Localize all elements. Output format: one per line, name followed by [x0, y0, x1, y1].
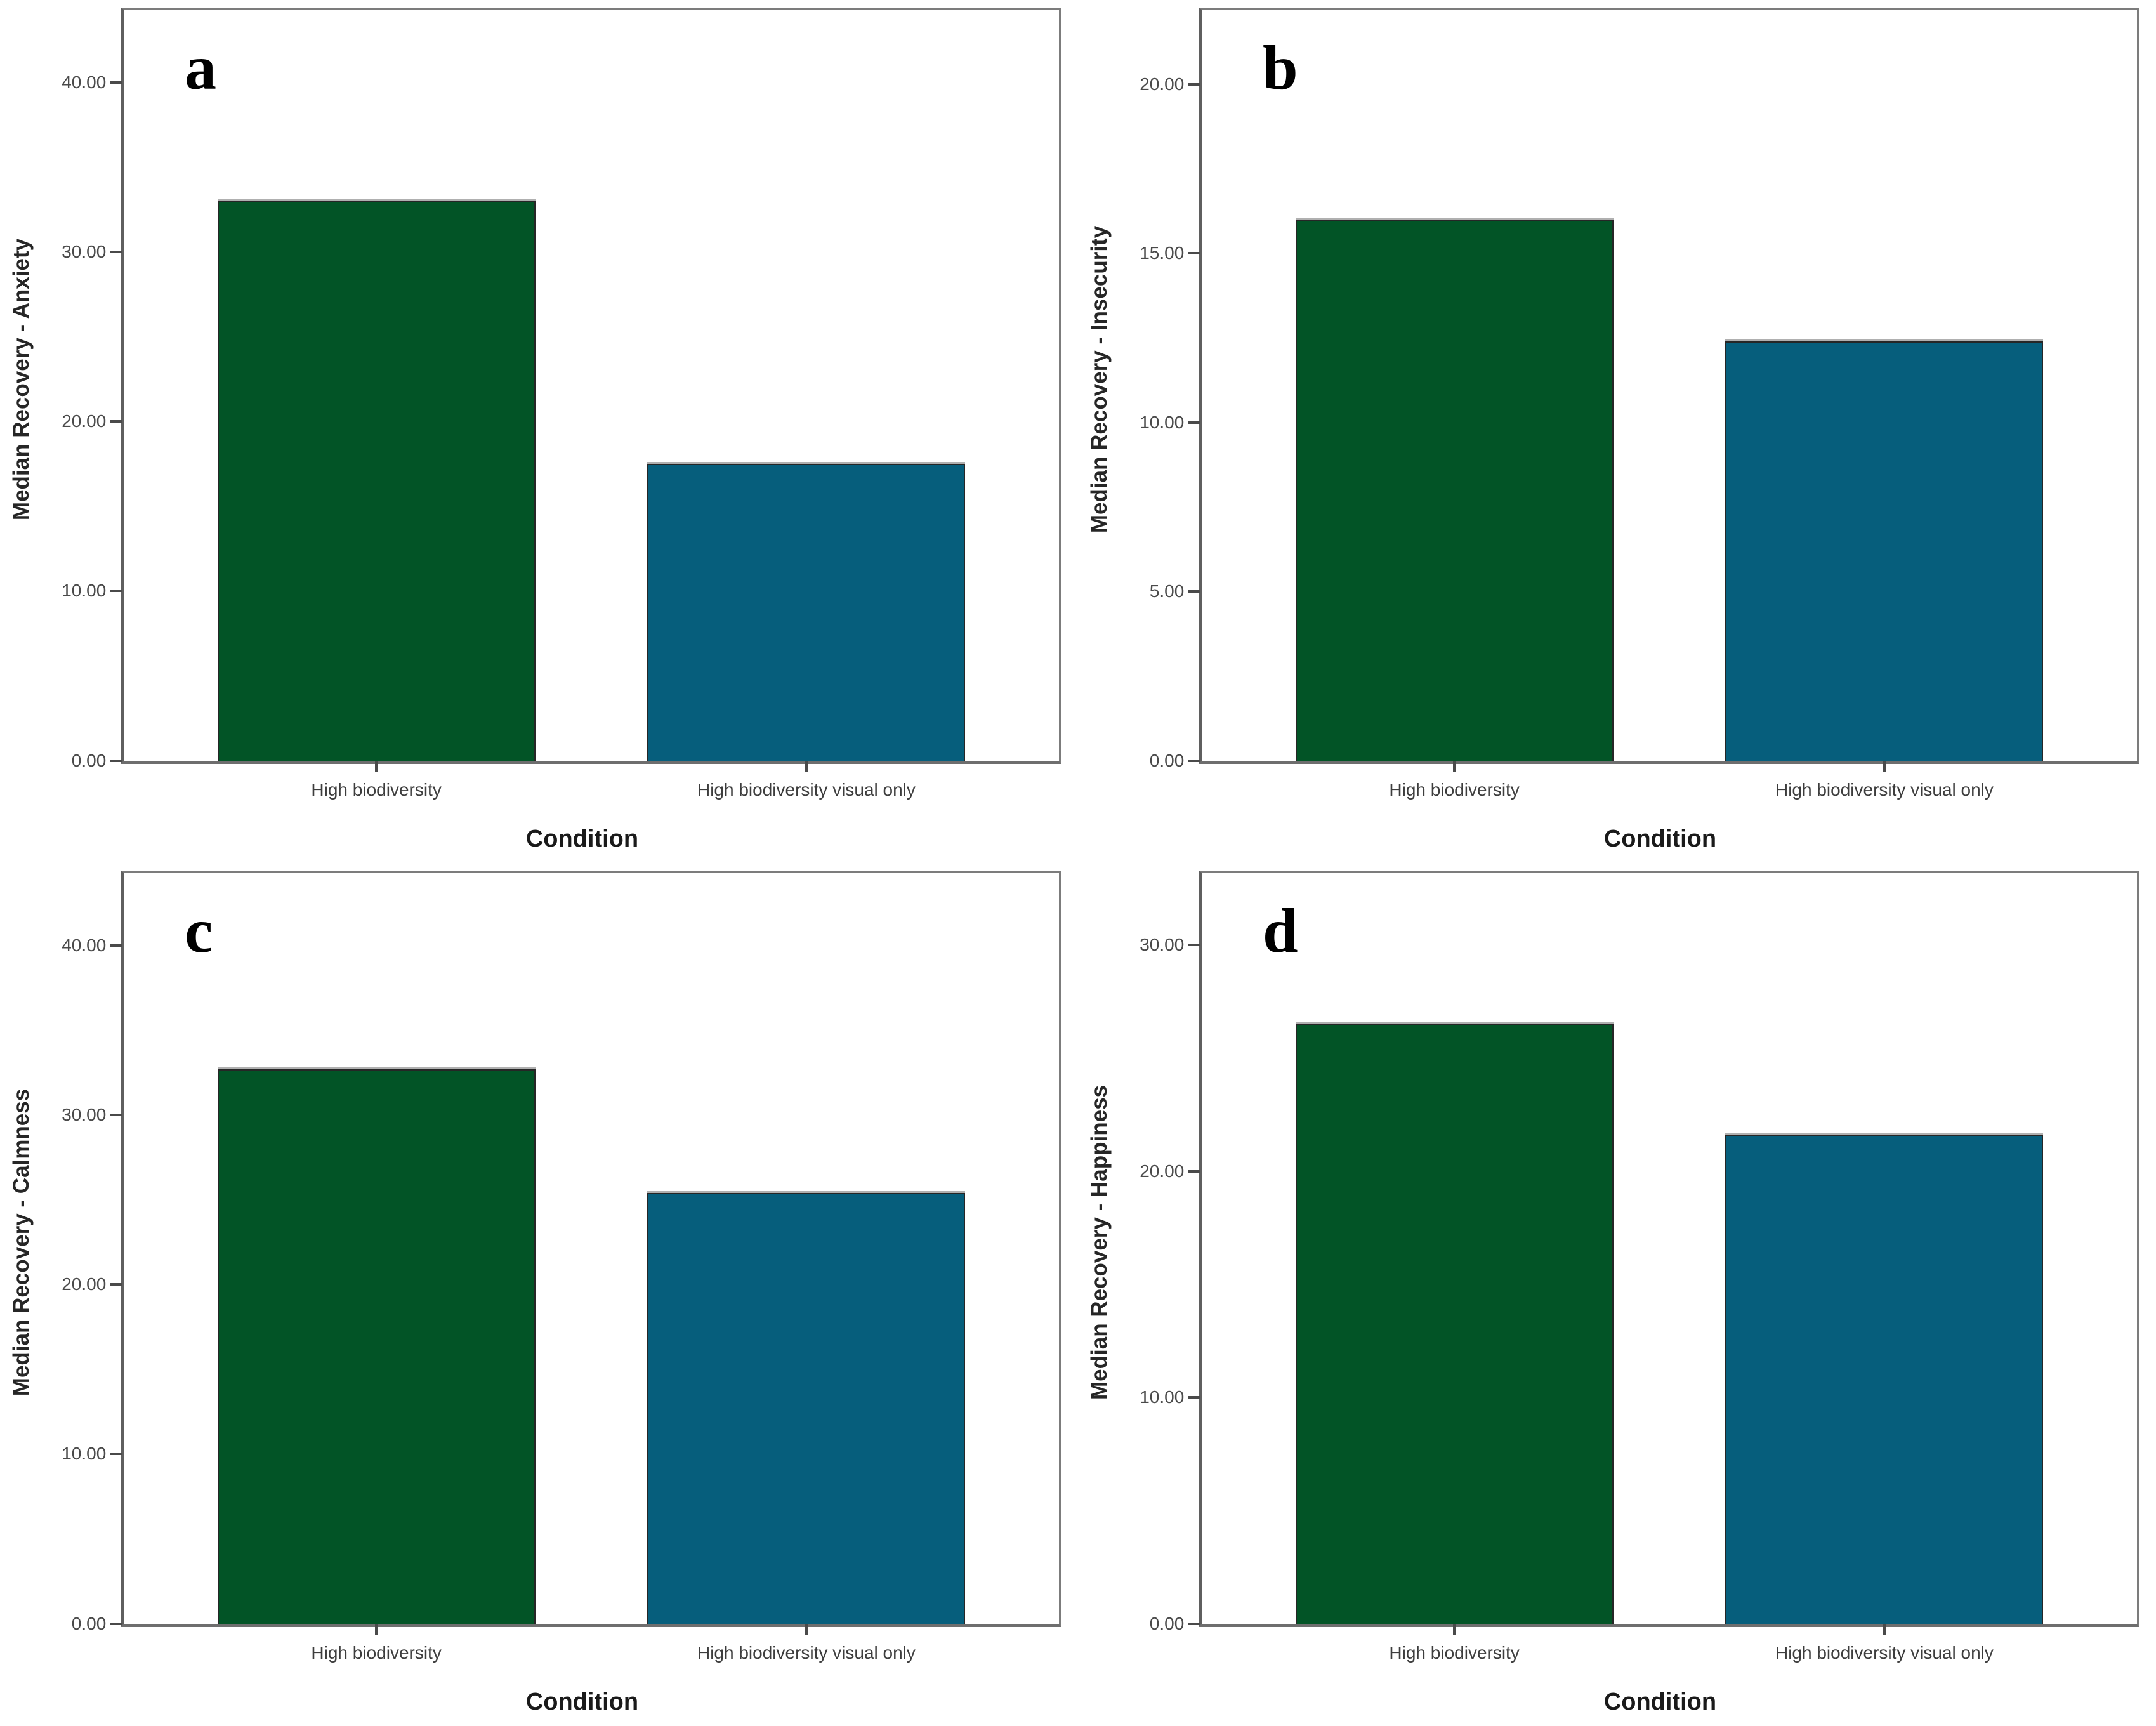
- y-tick-label: 10.00: [62, 1444, 107, 1464]
- y-tick-mark: [110, 1453, 122, 1456]
- y-tick-mark: [110, 81, 122, 84]
- y-tick-label: 15.00: [1140, 243, 1185, 263]
- y-tick-mark: [1188, 590, 1200, 593]
- y-tick-mark: [110, 1283, 122, 1286]
- y-tick-label: 0.00: [71, 1613, 107, 1633]
- bar-high-biodiversity-visual-only: [1725, 1135, 2044, 1624]
- y-axis-title: Median Recovery - Anxiety: [8, 239, 34, 521]
- x-axis-title: Condition: [525, 825, 639, 852]
- y-tick-mark: [110, 1622, 122, 1625]
- y-tick-mark: [1188, 252, 1200, 255]
- category-label: High biodiversity: [1389, 779, 1520, 800]
- y-tick-label: 20.00: [62, 1274, 107, 1294]
- y-tick-label: 40.00: [62, 72, 107, 93]
- category-label: High biodiversity visual only: [697, 1642, 916, 1663]
- bar-high-biodiversity-visual-only: [647, 1193, 966, 1624]
- plot-area: d 0.00 10.00 20.00 30.00 High biodiversity Hi…: [1140, 871, 2139, 1663]
- panel-letter: b: [1263, 32, 1298, 103]
- y-tick-label: 5.00: [1149, 581, 1185, 602]
- y-tick-label: 20.00: [1140, 74, 1185, 94]
- y-tick-mark: [110, 590, 122, 593]
- bar-high-biodiversity-visual-only: [1725, 341, 2044, 761]
- y-tick-mark: [110, 759, 122, 762]
- bar-high-biodiversity: [217, 1069, 536, 1624]
- y-tick-label: 40.00: [62, 935, 107, 956]
- bar-high-biodiversity: [1295, 1024, 1614, 1624]
- x-axis-title: Condition: [1603, 1688, 1717, 1715]
- panel-d: Median Recovery - Happiness d 0.00 10.00 2…: [1078, 863, 2156, 1726]
- y-tick-mark: [1188, 944, 1200, 947]
- y-tick-label: 10.00: [1140, 412, 1185, 432]
- panel-a: Median Recovery - Anxiety a 0.00 10.00 20.…: [0, 0, 1078, 863]
- category-label: High biodiversity visual only: [1775, 1642, 1994, 1663]
- bar-high-biodiversity-visual-only: [647, 464, 966, 761]
- x-tick-mark: [1883, 760, 1886, 772]
- category-label: High biodiversity: [1389, 1642, 1520, 1663]
- x-tick-mark: [805, 760, 808, 772]
- y-tick-mark: [1188, 759, 1200, 762]
- y-tick-mark: [110, 251, 122, 254]
- panel-letter: d: [1263, 895, 1298, 966]
- y-tick-mark: [1188, 1622, 1200, 1625]
- category-label: High biodiversity: [311, 779, 442, 800]
- category-label: High biodiversity: [311, 1642, 442, 1663]
- y-tick-mark: [1188, 421, 1200, 424]
- plot-area: a 0.00 10.00 20.00 30.00 40.00 High biodivers…: [62, 8, 1061, 800]
- x-axis-title: Condition: [525, 1688, 639, 1715]
- y-tick-label: 30.00: [62, 242, 107, 262]
- panel-letter: a: [185, 32, 217, 103]
- x-tick-mark: [375, 760, 378, 772]
- plot-area: b 0.00 5.00 10.00 15.00 20.00 High biodiversi…: [1140, 8, 2139, 800]
- category-label: High biodiversity visual only: [1775, 779, 1994, 800]
- x-tick-mark: [805, 1623, 808, 1635]
- y-tick-mark: [1188, 1396, 1200, 1399]
- x-tick-mark: [375, 1623, 378, 1635]
- y-tick-label: 20.00: [62, 411, 107, 432]
- y-tick-mark: [1188, 82, 1200, 86]
- y-tick-label: 10.00: [1140, 1387, 1185, 1407]
- panel-letter: c: [185, 895, 213, 966]
- plot-area: c 0.00 10.00 20.00 30.00 40.00 High biodivers…: [62, 871, 1061, 1663]
- x-tick-mark: [1453, 760, 1456, 772]
- y-tick-mark: [1188, 1169, 1200, 1173]
- y-tick-label: 10.00: [62, 581, 107, 601]
- y-tick-label: 0.00: [1149, 750, 1185, 770]
- x-tick-mark: [1883, 1623, 1886, 1635]
- y-tick-mark: [110, 1114, 122, 1117]
- y-tick-label: 0.00: [71, 750, 107, 770]
- category-label: High biodiversity visual only: [697, 779, 916, 800]
- y-tick-label: 30.00: [62, 1105, 107, 1125]
- y-axis-title: Median Recovery - Calmness: [8, 1089, 34, 1397]
- panel-b: Median Recovery - Insecurity b 0.00 5.00 1…: [1078, 0, 2156, 863]
- bar-high-biodiversity: [1295, 219, 1614, 761]
- x-tick-mark: [1453, 1623, 1456, 1635]
- y-tick-label: 20.00: [1140, 1161, 1185, 1181]
- y-axis-title: Median Recovery - Insecurity: [1086, 226, 1112, 534]
- y-tick-label: 0.00: [1149, 1613, 1185, 1633]
- y-axis-title: Median Recovery - Happiness: [1086, 1085, 1112, 1400]
- bar-high-biodiversity: [217, 201, 536, 761]
- x-axis-title: Condition: [1603, 825, 1717, 852]
- y-tick-mark: [110, 420, 122, 423]
- y-tick-mark: [110, 944, 122, 947]
- panel-c: Median Recovery - Calmness c 0.00 10.00 20…: [0, 863, 1078, 1726]
- y-tick-label: 30.00: [1140, 935, 1185, 955]
